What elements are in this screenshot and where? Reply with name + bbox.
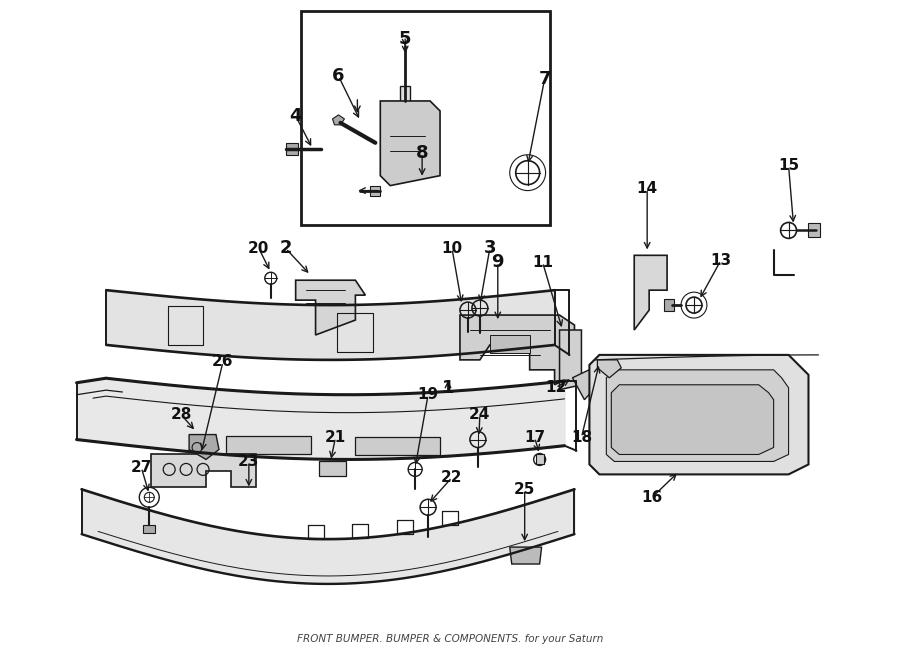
Text: 10: 10	[441, 241, 463, 256]
Polygon shape	[332, 115, 345, 125]
Text: 22: 22	[441, 470, 463, 485]
Polygon shape	[607, 370, 788, 461]
Text: 27: 27	[130, 460, 152, 475]
Text: 23: 23	[238, 454, 259, 469]
Bar	[285, 143, 298, 155]
Bar	[301, 11, 550, 225]
Text: 8: 8	[416, 143, 428, 162]
Text: 12: 12	[544, 380, 566, 395]
Text: 26: 26	[212, 354, 234, 369]
Bar	[808, 223, 821, 237]
Bar	[370, 186, 381, 196]
Bar	[490, 335, 530, 353]
Text: FRONT BUMPER. BUMPER & COMPONENTS. for your Saturn: FRONT BUMPER. BUMPER & COMPONENTS. for y…	[297, 634, 603, 644]
Text: 18: 18	[571, 430, 592, 445]
Text: 11: 11	[532, 254, 554, 270]
Text: 28: 28	[170, 407, 192, 422]
Bar	[226, 436, 310, 453]
Bar	[664, 299, 674, 311]
Text: 1: 1	[442, 379, 454, 397]
Polygon shape	[611, 385, 774, 455]
Text: 17: 17	[524, 430, 545, 445]
Text: 14: 14	[636, 181, 658, 196]
Text: 21: 21	[325, 430, 346, 445]
Text: 6: 6	[332, 67, 345, 85]
Bar	[356, 438, 440, 455]
Text: 2: 2	[279, 239, 292, 257]
Text: 20: 20	[248, 241, 269, 256]
Polygon shape	[560, 330, 581, 390]
Polygon shape	[509, 547, 542, 564]
Bar	[536, 455, 544, 465]
Polygon shape	[189, 434, 219, 459]
Text: 9: 9	[491, 253, 504, 271]
Polygon shape	[381, 101, 440, 186]
Polygon shape	[590, 355, 808, 475]
Text: 7: 7	[538, 70, 551, 88]
Bar	[400, 86, 410, 111]
Polygon shape	[634, 255, 667, 330]
Polygon shape	[151, 455, 256, 487]
Text: 19: 19	[418, 387, 438, 403]
Polygon shape	[598, 360, 621, 378]
Bar	[143, 525, 155, 533]
Text: 16: 16	[642, 490, 662, 505]
Bar	[319, 461, 346, 477]
Polygon shape	[460, 315, 574, 385]
Text: 25: 25	[514, 482, 536, 497]
Text: 5: 5	[399, 30, 411, 48]
Polygon shape	[572, 365, 604, 400]
Text: 13: 13	[710, 253, 732, 268]
Text: 24: 24	[469, 407, 491, 422]
Polygon shape	[296, 280, 365, 335]
Text: 4: 4	[290, 107, 302, 125]
Text: 15: 15	[778, 158, 799, 173]
Text: 3: 3	[483, 239, 496, 257]
